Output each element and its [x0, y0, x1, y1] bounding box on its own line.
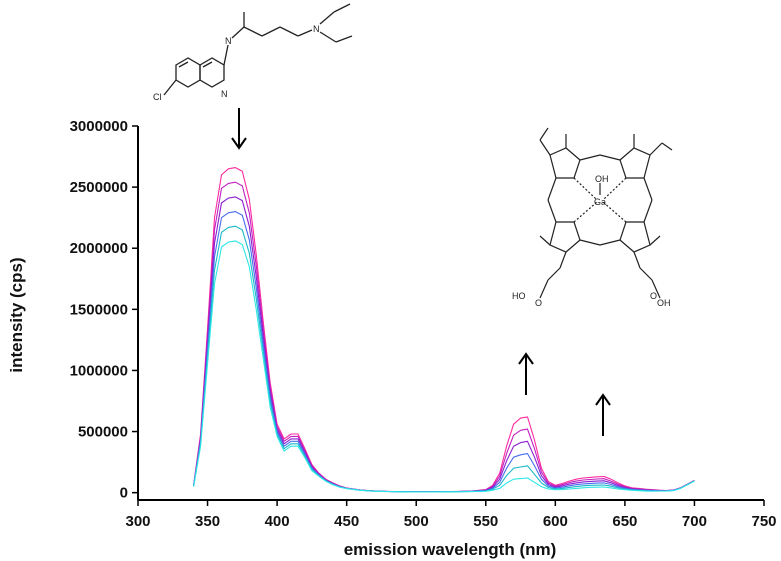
y-axis-title: intensity (cps)	[7, 257, 26, 372]
arrow-up-icon	[595, 393, 611, 436]
svg-text:Ga: Ga	[594, 197, 606, 207]
svg-text:OH: OH	[595, 174, 609, 184]
x-axis-title: emission wavelength (nm)	[344, 540, 557, 559]
x-tick-label: 400	[265, 513, 290, 530]
y-ticks: 0 500000 1000000 1500000 2000000 2500000 30000…	[70, 118, 138, 502]
annotation-arrows	[231, 108, 611, 436]
svg-text:OH: OH	[657, 298, 671, 308]
x-tick-label: 650	[612, 513, 637, 530]
spectra-series	[193, 167, 695, 493]
svg-text:N: N	[225, 36, 232, 46]
spectrum-line-6	[193, 240, 695, 493]
svg-text:Cl: Cl	[153, 92, 162, 102]
svg-text:O: O	[650, 291, 657, 301]
x-ticks: 300 350 400 450 500 550 600 650 700 750	[125, 500, 777, 530]
x-tick-label: 500	[404, 513, 429, 530]
hemin-atom-labels: OH Ga HO OH O O	[512, 174, 671, 308]
y-tick-label: 0	[120, 485, 128, 502]
y-tick-label: 1500000	[70, 301, 128, 318]
y-tick-label: 1000000	[70, 362, 128, 379]
svg-text:O: O	[535, 298, 542, 308]
y-tick-label: 2500000	[70, 179, 128, 196]
arrow-up-icon	[518, 352, 534, 395]
spectrum-line-2	[193, 181, 695, 493]
hemin-structure-image	[539, 127, 673, 299]
chloroquine-atom-labels: N N N Cl	[153, 24, 320, 102]
x-tick-label: 350	[195, 513, 220, 530]
x-tick-label: 750	[751, 513, 776, 530]
svg-text:N: N	[221, 89, 228, 99]
x-tick-label: 600	[543, 513, 568, 530]
svg-text:HO: HO	[512, 291, 526, 301]
y-tick-label: 3000000	[70, 118, 128, 135]
svg-text:N: N	[313, 24, 320, 34]
x-tick-label: 550	[473, 513, 498, 530]
x-tick-label: 450	[334, 513, 359, 530]
arrow-down-icon	[231, 108, 247, 150]
x-tick-label: 700	[682, 513, 707, 530]
spectrum-line-3	[193, 196, 695, 493]
spectrum-line-4	[193, 211, 695, 493]
axes	[137, 126, 764, 501]
y-tick-label: 2000000	[70, 240, 128, 257]
y-tick-label: 500000	[78, 424, 128, 441]
x-tick-label: 300	[125, 513, 150, 530]
spectrum-line-5	[193, 225, 695, 493]
chloroquine-structure-image	[163, 3, 353, 96]
